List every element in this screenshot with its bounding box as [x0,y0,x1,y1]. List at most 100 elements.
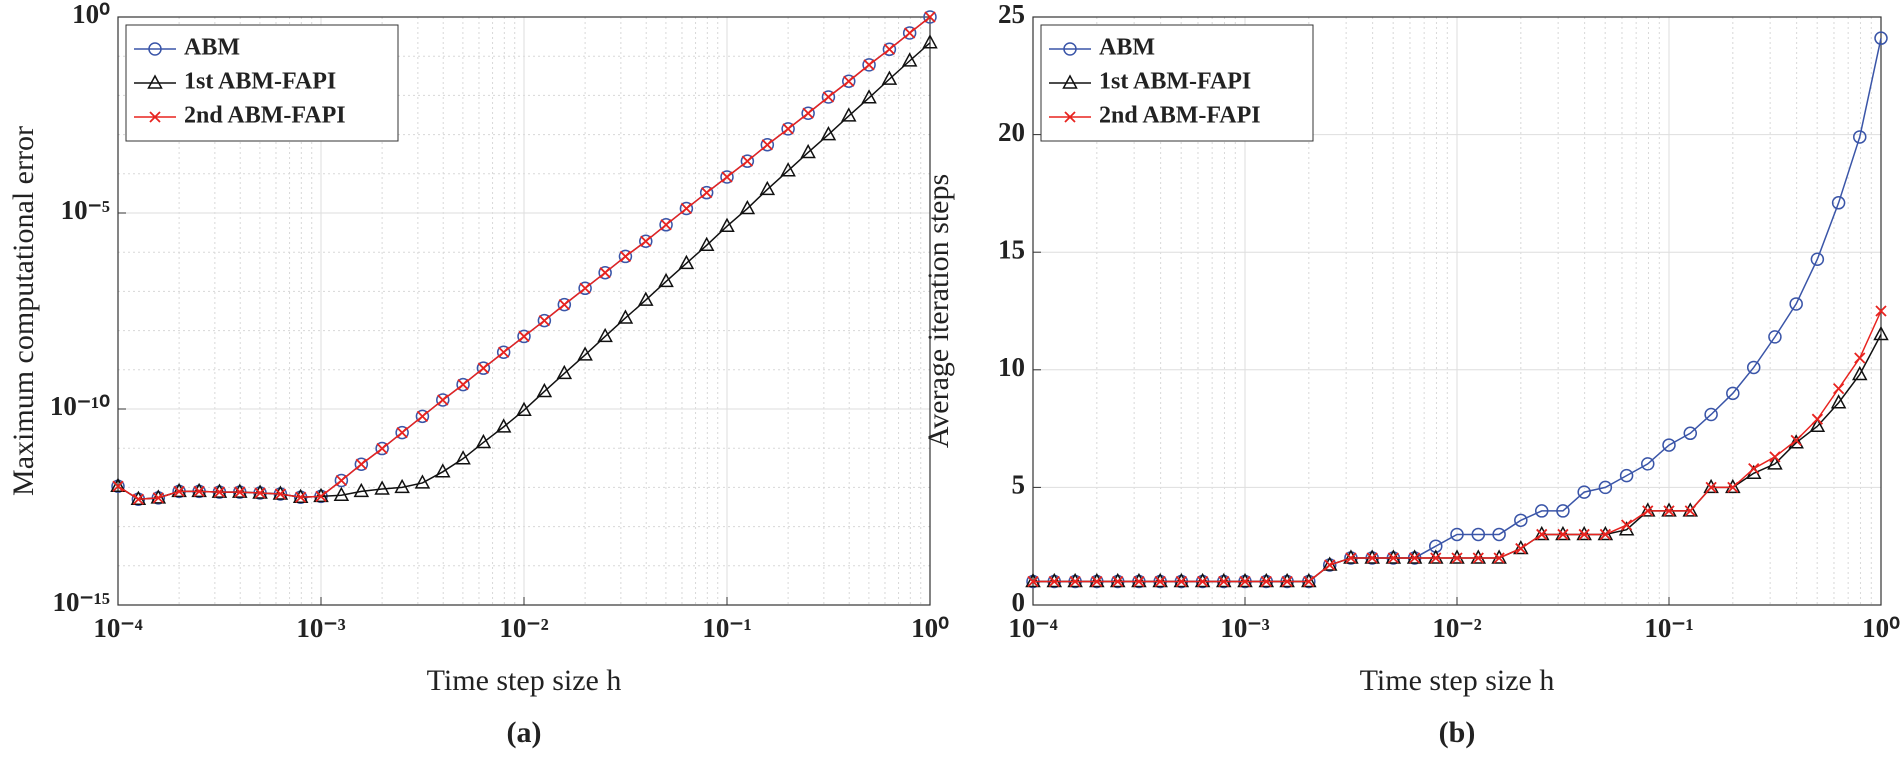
marker [475,433,492,449]
x-tick-label: 10⁻² [499,613,548,643]
marker [1640,502,1656,517]
marker [1830,394,1847,409]
marker [1387,552,1400,564]
legend-marker [147,74,163,89]
marker [335,474,348,487]
marker [517,329,531,344]
marker [1237,572,1253,588]
marker [579,282,591,294]
marker [313,487,329,503]
marker [800,143,816,159]
marker [901,52,918,67]
x-tick-label: 10⁰ [1862,613,1900,643]
marker [232,483,248,498]
marker [617,309,634,324]
marker [821,90,836,104]
marker [1811,413,1824,425]
marker [680,202,693,215]
marker [1091,575,1103,588]
marker [394,478,410,494]
marker [1324,559,1336,571]
marker [1069,575,1081,588]
chart-title: (a) [507,716,542,749]
marker [902,26,917,40]
marker [741,155,754,167]
marker [557,297,572,312]
marker [1874,31,1888,45]
marker [354,457,369,471]
marker [619,250,632,263]
marker [1790,434,1802,446]
marker [721,171,733,183]
marker [375,441,389,456]
marker [1662,438,1676,452]
marker [498,346,510,358]
marker [740,154,755,168]
marker [862,58,876,72]
marker [1533,525,1550,541]
marker [1218,575,1230,588]
legend-marker [1062,74,1078,89]
marker [1472,552,1484,564]
marker [537,313,552,328]
marker [882,42,897,57]
marker [1027,575,1039,588]
marker [1239,575,1251,588]
marker [599,267,611,279]
marker [1598,480,1613,495]
marker [659,218,673,232]
marker [720,170,734,184]
marker [1385,549,1402,564]
marker [1364,549,1380,564]
x-tick-label: 10⁻¹ [1644,613,1693,643]
axes-frame [117,16,931,606]
marker [1684,505,1696,517]
marker [638,291,654,306]
marker [1557,528,1569,541]
marker [376,442,388,455]
y-tick-label: 10 [998,352,1025,382]
marker [1281,575,1293,588]
marker [1279,572,1295,588]
marker [618,249,633,264]
marker [1173,572,1190,588]
x-tick-label: 10⁻⁴ [1008,613,1057,643]
marker [211,483,228,498]
marker [1619,468,1634,483]
x-tick-label: 10⁻³ [296,613,345,643]
marker [739,199,756,215]
marker [315,490,327,503]
marker [416,410,429,422]
marker [719,217,735,232]
marker [1682,502,1699,517]
marker [1727,481,1739,494]
marker [1854,352,1866,364]
marker [1642,505,1654,517]
legend-label: 2nd ABM-FAPI [184,103,346,129]
x-axis-label: Time step size h [427,664,622,697]
marker [598,265,612,280]
marker [477,362,490,374]
marker [333,486,350,502]
marker [518,330,530,343]
marker [1769,451,1781,463]
marker [1789,297,1803,311]
marker [1025,572,1041,588]
marker [698,236,715,252]
marker [436,393,450,407]
marker [1048,575,1060,588]
marker [130,490,147,505]
marker [295,491,307,503]
marker [679,201,694,216]
marker [881,70,898,85]
marker [414,474,431,489]
marker [1152,572,1168,588]
marker [1726,386,1740,401]
marker [1303,575,1315,588]
x-tick-label: 10⁻² [1432,613,1481,643]
marker [1470,549,1487,564]
marker [1663,505,1675,517]
marker [1534,504,1549,518]
marker [1493,552,1505,564]
